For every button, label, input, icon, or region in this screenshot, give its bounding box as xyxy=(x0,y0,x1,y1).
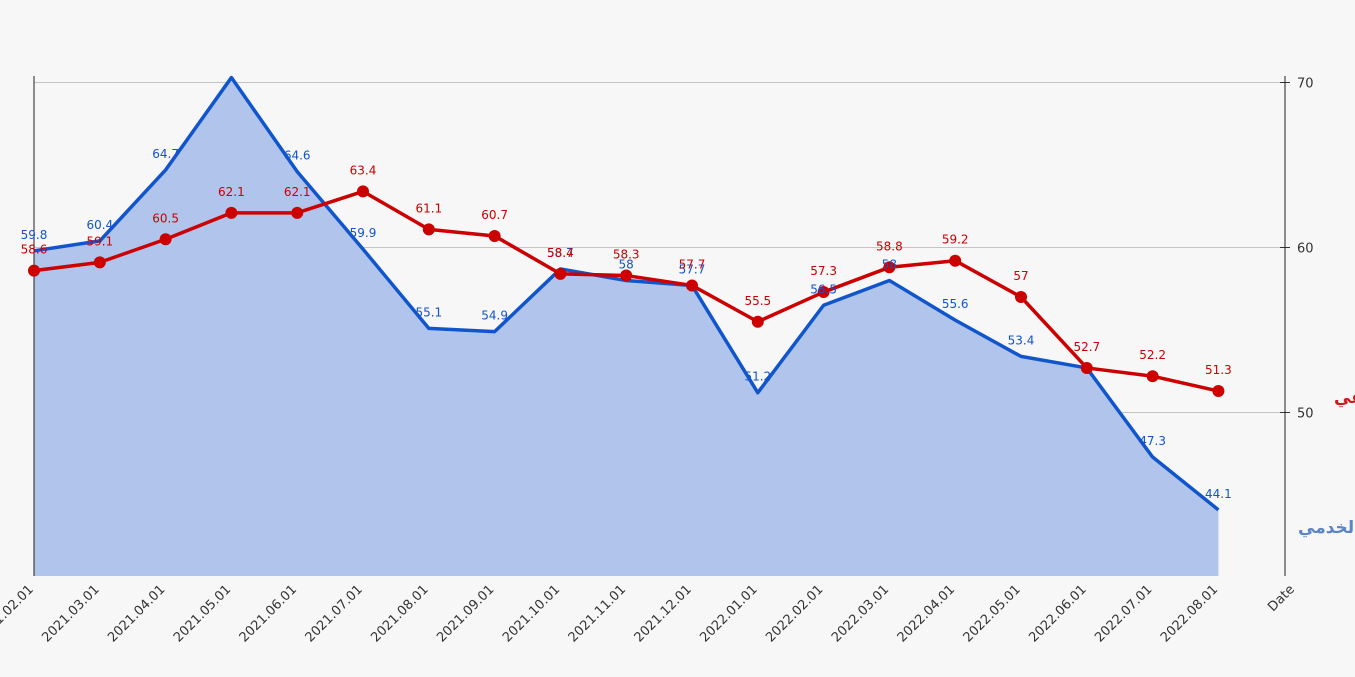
x-tick-label: 2022.03.01 xyxy=(829,582,892,645)
data-point-industrial xyxy=(751,315,764,328)
data-label-industrial: 52.7 xyxy=(1073,340,1100,354)
data-label-industrial: 60.7 xyxy=(481,208,508,222)
data-label-industrial: 57.7 xyxy=(679,257,706,271)
x-tick-label: 2022.02.01 xyxy=(763,582,826,645)
x-tick-label: 2021.03.01 xyxy=(39,582,102,645)
point-layer xyxy=(28,185,1225,398)
data-label-industrial: 57 xyxy=(1013,269,1028,283)
data-label-industrial: 59.1 xyxy=(86,234,113,248)
x-tick-label: 2021.07.01 xyxy=(303,582,366,645)
data-label-industrial: 60.5 xyxy=(152,211,179,225)
y-tick-label: 50 xyxy=(1297,407,1314,422)
data-label-industrial: 62.1 xyxy=(284,185,311,199)
data-label-services: 53.4 xyxy=(1008,333,1035,347)
x-tick-label: 2021.05.01 xyxy=(171,582,234,645)
x-tick-label: 2021.11.01 xyxy=(566,582,629,645)
data-point-industrial xyxy=(93,256,106,269)
data-label-services: 51.2 xyxy=(744,370,771,384)
data-label-services: 55.1 xyxy=(415,305,442,319)
x-tick-label: 2021.12.01 xyxy=(632,582,695,645)
data-point-industrial xyxy=(620,269,633,282)
x-tick-label: 2022.06.01 xyxy=(1026,582,1089,645)
area-layer xyxy=(34,77,1219,577)
data-point-industrial xyxy=(817,286,830,299)
data-label-services: 58.7 xyxy=(547,246,574,260)
data-label-services: 58 xyxy=(882,258,897,272)
series-label-services: القطاع الخدمي xyxy=(1298,518,1355,538)
x-tick-label: 2022.05.01 xyxy=(961,582,1024,645)
x-tick-label: 2022.01.01 xyxy=(697,582,760,645)
data-label-services: 44.1 xyxy=(1205,487,1232,501)
data-point-industrial xyxy=(1212,385,1225,398)
data-label-services: 64.6 xyxy=(284,149,311,163)
x-tick-label: 2021.08.01 xyxy=(368,582,431,645)
x-tick-label: 2022.07.01 xyxy=(1092,582,1155,645)
data-label-services: 64.7 xyxy=(152,147,179,161)
data-label-industrial: 51.3 xyxy=(1205,363,1232,377)
x-tick-label: 2021.09.01 xyxy=(434,582,497,645)
series-label-industrial: القطاع الصناعي xyxy=(1334,388,1355,408)
data-label-industrial: 57.3 xyxy=(810,264,837,278)
data-label-industrial: 58.8 xyxy=(876,239,903,253)
data-point-industrial xyxy=(225,206,238,219)
data-point-industrial xyxy=(488,229,501,242)
x-tick-label: 2021.10.01 xyxy=(500,582,563,645)
data-label-industrial: 62.1 xyxy=(218,185,245,199)
data-label-industrial: 58.3 xyxy=(613,248,640,262)
data-label-services: 60.4 xyxy=(86,218,113,232)
data-label-industrial: 59.2 xyxy=(942,233,969,247)
data-point-industrial xyxy=(28,264,40,277)
x-tick-label: 2022.04.01 xyxy=(895,582,958,645)
data-label-services: 59.8 xyxy=(21,228,48,242)
data-point-industrial xyxy=(949,254,962,267)
data-point-industrial xyxy=(883,261,896,274)
data-label-industrial: 61.1 xyxy=(415,201,442,215)
x-tick-label: 2021.04.01 xyxy=(105,582,168,645)
data-point-industrial xyxy=(1146,370,1159,383)
data-point-industrial xyxy=(1015,291,1027,303)
data-label-services: 59.9 xyxy=(350,226,377,240)
x-tick-label: 2021.06.01 xyxy=(237,582,300,645)
data-point-industrial xyxy=(554,267,567,280)
data-label-industrial: 58.6 xyxy=(21,243,48,257)
y-tick-label: 60 xyxy=(1297,242,1314,257)
data-label-services: 56.5 xyxy=(810,282,837,296)
data-label-services: 54.9 xyxy=(481,309,508,323)
data-label-services: 55.6 xyxy=(942,297,969,311)
data-point-industrial xyxy=(422,223,435,236)
data-label-industrial: 55.5 xyxy=(744,294,771,308)
data-label-industrial: 52.2 xyxy=(1139,348,1166,362)
data-label-industrial: 63.4 xyxy=(350,163,377,177)
data-label-industrial: 58.4 xyxy=(547,246,574,260)
x-tick-label: 2021.02.01 xyxy=(0,582,37,645)
data-point-industrial xyxy=(686,279,698,292)
data-point-industrial xyxy=(357,185,369,198)
data-label-services: 58 xyxy=(619,258,634,272)
x-axis-title: Date xyxy=(1265,582,1298,615)
data-point-industrial xyxy=(159,233,172,246)
data-label-services: 47.3 xyxy=(1139,434,1166,448)
label-layer: 59.8 60.4 64.7 64.6 59.9 55.1 54.9 58.7 58 57.7 51… xyxy=(21,147,1355,538)
data-point-industrial xyxy=(1080,361,1093,374)
y-tick-label: 70 xyxy=(1297,77,1314,92)
x-tick-label: 2022.08.01 xyxy=(1158,582,1221,645)
area-fill-services xyxy=(34,77,1219,577)
data-point-industrial xyxy=(291,206,304,219)
data-label-services: 57.7 xyxy=(679,262,706,276)
